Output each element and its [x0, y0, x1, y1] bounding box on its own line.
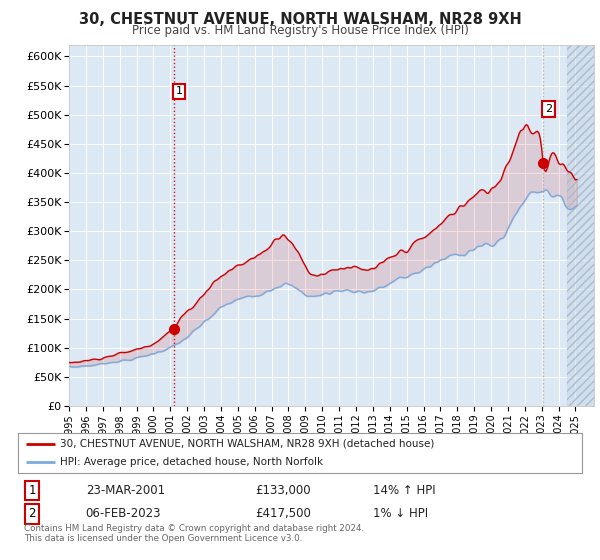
Text: 30, CHESTNUT AVENUE, NORTH WALSHAM, NR28 9XH: 30, CHESTNUT AVENUE, NORTH WALSHAM, NR28…: [79, 12, 521, 27]
Text: 1: 1: [176, 86, 182, 96]
Text: 14% ↑ HPI: 14% ↑ HPI: [373, 484, 436, 497]
Text: £133,000: £133,000: [255, 484, 311, 497]
Bar: [567, 45, 594, 406]
Text: 23-MAR-2001: 23-MAR-2001: [86, 484, 165, 497]
Text: 1: 1: [28, 484, 36, 497]
Text: 06-FEB-2023: 06-FEB-2023: [86, 507, 161, 520]
Text: 2: 2: [28, 507, 36, 520]
Text: 2: 2: [545, 104, 552, 114]
Text: £417,500: £417,500: [255, 507, 311, 520]
Bar: [567, 45, 594, 406]
Text: Contains HM Land Registry data © Crown copyright and database right 2024.
This d: Contains HM Land Registry data © Crown c…: [23, 524, 364, 543]
Text: HPI: Average price, detached house, North Norfolk: HPI: Average price, detached house, Nort…: [60, 458, 323, 467]
Text: 30, CHESTNUT AVENUE, NORTH WALSHAM, NR28 9XH (detached house): 30, CHESTNUT AVENUE, NORTH WALSHAM, NR28…: [60, 439, 434, 449]
Text: 1% ↓ HPI: 1% ↓ HPI: [373, 507, 428, 520]
Text: Price paid vs. HM Land Registry's House Price Index (HPI): Price paid vs. HM Land Registry's House …: [131, 24, 469, 36]
